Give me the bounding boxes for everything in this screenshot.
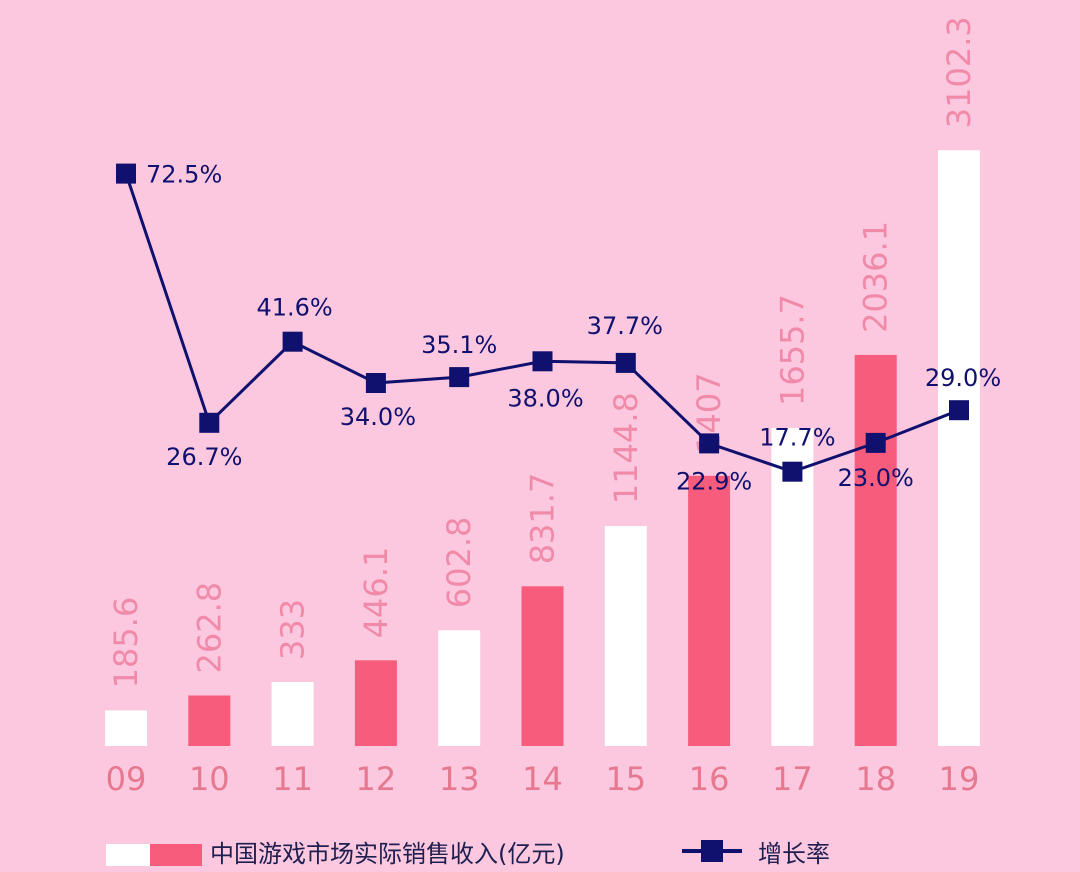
growth-marker-12 [365,373,386,393]
bars-layer [105,150,980,746]
growth-marker-10 [199,412,220,433]
growth-label-14: 38.0% [507,384,583,412]
category-label-11: 11 [272,760,313,798]
growth-marker-13 [449,367,470,388]
growth-label-16: 22.9% [676,467,752,495]
bar-value-label-11: 333 [274,599,312,660]
growth-label-19: 29.0% [925,364,1001,392]
growth-marker-14 [532,351,553,372]
bar-14 [521,586,564,746]
legend: 中国游戏市场实际销售收入(亿元) 增长率 [106,840,830,868]
growth-marker-17 [782,461,803,482]
category-label-10: 10 [189,760,230,798]
growth-label-10: 26.7% [166,443,242,471]
growth-label-13: 35.1% [421,331,497,359]
bar-15 [604,526,647,746]
category-label-16: 16 [689,760,730,798]
growth-marker-19 [949,400,969,421]
category-labels-layer: 09 10 11 12 13 14 15 16 17 18 19 [106,760,980,798]
category-label-14: 14 [522,760,563,798]
category-label-17: 17 [772,760,813,798]
category-label-13: 13 [439,760,480,798]
bar-value-label-15: 1144.8 [607,392,645,504]
bar-18 [854,354,897,746]
bar-value-label-19: 3102.3 [940,16,978,128]
bar-11 [271,682,314,746]
category-label-12: 12 [356,760,397,798]
legend-swatch-white [106,844,150,866]
bar-13 [438,630,481,746]
growth-line-layer: 72.5% 26.7% 41.6% 34.0% 35.1% 38.0% 37.7% 22.9%… [116,161,1001,495]
category-label-19: 19 [939,760,980,798]
bar-19 [938,150,980,746]
category-label-09: 09 [106,760,147,798]
growth-label-12: 34.0% [340,403,416,431]
growth-label-18: 23.0% [838,464,914,492]
growth-marker-16 [699,433,720,454]
growth-marker-15 [615,352,636,373]
bar-value-label-10: 262.8 [190,582,228,674]
bar-10 [188,695,231,746]
legend-swatch-pink [150,844,202,866]
bar-value-label-12: 446.1 [357,547,395,639]
legend-marker-growth [701,840,723,862]
growth-marker-11 [282,331,303,352]
growth-label-11: 41.6% [256,294,332,322]
legend-label-growth: 增长率 [758,840,830,867]
bar-12 [354,660,397,746]
bar-16 [688,475,731,746]
category-label-15: 15 [605,760,646,798]
growth-label-17: 17.7% [759,424,835,452]
bar-value-label-17: 1655.7 [773,294,811,406]
bar-09 [105,710,147,746]
legend-label-revenue: 中国游戏市场实际销售收入(亿元) [210,840,565,867]
growth-marker-09 [116,163,136,184]
growth-label-09: 72.5% [146,161,222,189]
bar-value-label-14: 831.7 [524,473,562,565]
growth-marker-18 [865,432,886,453]
bar-value-label-18: 2036.1 [857,221,895,333]
category-label-18: 18 [855,760,896,798]
growth-label-15: 37.7% [587,312,663,340]
bar-value-label-09: 185.6 [107,597,145,689]
bar-value-label-13: 602.8 [440,517,478,609]
